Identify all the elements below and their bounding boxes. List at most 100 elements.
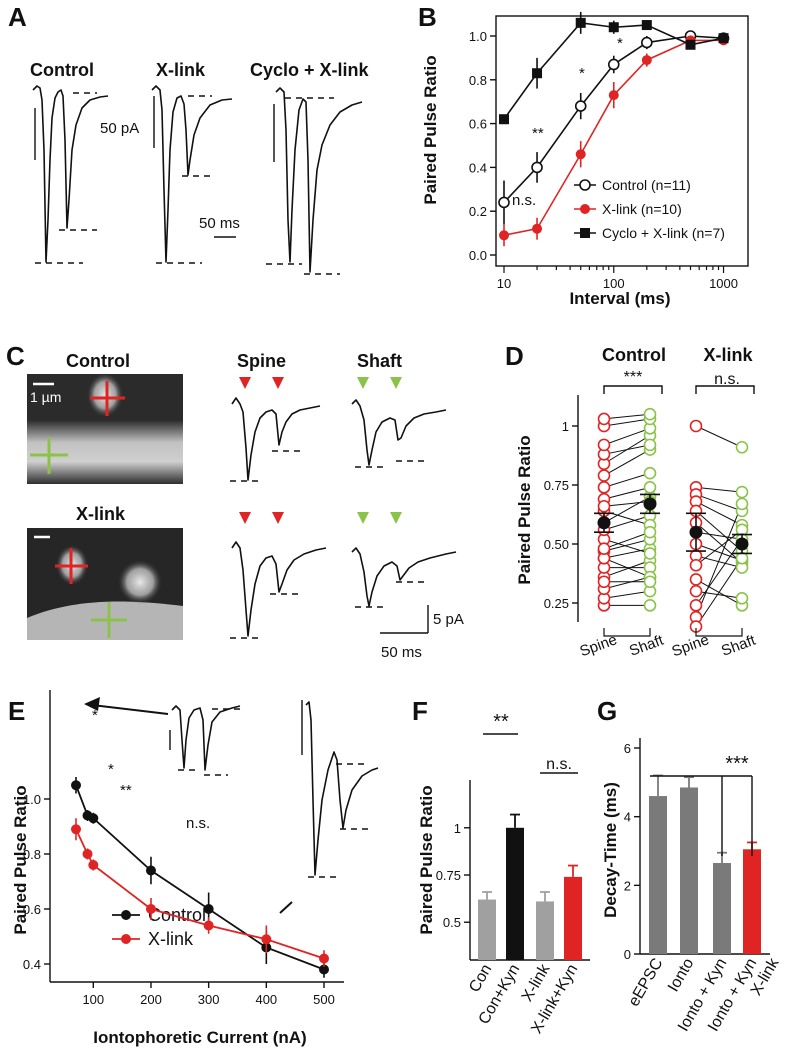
panel-b-point — [575, 149, 586, 160]
panel-d-pair-line — [695, 522, 743, 564]
panel-e-arrow — [91, 704, 169, 715]
panel-a-xlink-trace — [151, 85, 233, 263]
panel-f-ylabel: Paired Pulse Ratio — [417, 785, 436, 934]
panel-e-legend-xlink: X-link — [148, 929, 194, 949]
panel-g-xlabel: eEPSC — [626, 956, 667, 1010]
panel-c-control-shaft-trace — [351, 399, 447, 466]
panel-d-pair-line — [695, 486, 743, 493]
panel-d-title-xlink: X-link — [703, 345, 753, 365]
panel-d-pair-line — [695, 503, 743, 618]
panel-b-xtick-label: 10 — [497, 276, 511, 291]
panel-c-stim-arrow — [239, 512, 251, 524]
panel-a-xlink-label: X-link — [156, 60, 206, 80]
panel-b-annotation: * — [579, 65, 585, 82]
panel-e-point — [261, 934, 272, 945]
panel-g: G Decay-Time (ms) 0246***eEPSCIontoIonto… — [597, 696, 783, 1034]
panel-d-pair-line — [603, 531, 651, 550]
panel-b-point — [641, 55, 652, 66]
panel-e-ylabel: Paired Pulse Ratio — [11, 785, 30, 934]
panel-d-shaft-point — [735, 497, 749, 511]
panel-b-ytick-label: 0.8 — [469, 73, 487, 88]
panel-b-point — [641, 36, 653, 49]
panel-e-annotation: ** — [120, 782, 132, 799]
panel-b-point — [531, 161, 543, 174]
panel-c: C Control X-link 1 µm Spine — [6, 341, 464, 661]
panel-b-point — [685, 39, 696, 50]
panel-c-xlink-spine-trace — [231, 541, 327, 637]
panel-e: E Paired Pulse Ratio Iontophoretic Curre… — [8, 690, 379, 1047]
panel-e-ytick-label: 0.8 — [23, 847, 41, 862]
panel-c-letter: C — [6, 341, 25, 371]
panel-b: B Paired Pulse Ratio Interval (ms) Contr… — [418, 2, 749, 308]
panel-a-control-trace — [32, 85, 109, 263]
panel-b-point — [499, 114, 509, 125]
panel-e-point — [319, 953, 329, 964]
panel-f: F Paired Pulse Ratio 0.50.751**n.s.ConCo… — [412, 696, 590, 1037]
panel-d-pair-line — [603, 557, 651, 578]
panel-e-arrow-head — [84, 697, 100, 711]
panel-d-spine-point — [597, 438, 611, 452]
panel-c-shaft-label: Shaft — [357, 351, 402, 371]
panel-d-spine-point — [689, 584, 703, 598]
panel-e-point — [203, 920, 214, 931]
panel-c-scalebar-label: 1 µm — [30, 389, 61, 405]
panel-b-point — [607, 58, 620, 71]
panel-c-stim-arrow — [272, 377, 284, 389]
panel-d-pair-line — [603, 501, 651, 507]
panel-b-ytick-label: 0.4 — [469, 160, 487, 175]
panel-d-ytick-label: 1 — [562, 419, 569, 434]
panel-b-point — [499, 230, 509, 241]
panel-f-ytick-label: 1 — [454, 821, 461, 836]
panel-e-ytick-label: 0.4 — [23, 957, 41, 972]
panel-d-shaft-point — [643, 481, 657, 494]
panel-e-point — [71, 824, 81, 835]
panel-g-bar — [680, 787, 698, 954]
panel-f-bar — [478, 899, 496, 960]
panel-a-cyclo-label: Cyclo + X-link — [250, 60, 370, 80]
panel-d-sig-xlink: n.s. — [714, 371, 740, 388]
panel-c-stim-arrow — [357, 512, 369, 524]
panel-d-pair-line — [603, 496, 651, 524]
panel-d-pair-line — [603, 486, 651, 500]
panel-e-annotation: n.s. — [186, 815, 210, 832]
panel-b-frame — [495, 15, 749, 267]
panel-d-shaft-point — [735, 591, 749, 605]
panel-e-legend-marker — [121, 910, 131, 920]
panel-d-pair-line — [603, 444, 651, 455]
panel-d-pair-line — [603, 576, 651, 590]
panel-c-control-spine-trace — [231, 397, 321, 481]
panel-d-spine-point — [689, 558, 703, 572]
panel-d-spine-point — [597, 542, 611, 556]
panel-d-pair-line — [603, 538, 651, 554]
panel-d-sig-bracket — [603, 385, 663, 394]
panel-b-point — [574, 100, 587, 112]
panel-d-pair-line — [603, 427, 651, 446]
panel-b-legend-xlink: X-link (n=10) — [602, 201, 682, 217]
panel-f-bar — [506, 827, 524, 960]
panel-b-ylabel: Paired Pulse Ratio — [421, 55, 440, 204]
panel-d-pair-line — [695, 538, 743, 606]
panel-d-ytick-label: 0.50 — [544, 537, 569, 552]
panel-c-spine-label: Spine — [237, 351, 286, 371]
panel-c-stim-arrow — [390, 377, 402, 389]
panel-e-annotation: * — [92, 707, 98, 724]
panel-d-mean-point — [689, 525, 703, 539]
panel-b-ytick-label: 0.0 — [469, 248, 487, 263]
panel-d-pair-line — [603, 472, 651, 488]
panel-d-group-bracket — [695, 628, 743, 637]
panel-b-point — [532, 68, 543, 79]
panel-g-letter: G — [597, 696, 617, 726]
panel-g-xlabel: Ionto — [665, 955, 698, 994]
panel-a: A Control X-link Cyclo + X-link 50 pA 50… — [8, 2, 370, 275]
panel-d-pair-line — [695, 510, 743, 552]
panel-d-sig-bracket — [695, 385, 755, 394]
panel-b-point — [498, 196, 510, 209]
panel-b-annotation: n.s. — [512, 192, 536, 209]
panel-f-sig-label: n.s. — [546, 756, 572, 773]
panel-g-ytick-label: 2 — [624, 878, 631, 893]
panel-g-ytick-label: 0 — [624, 947, 631, 962]
panel-g-bar — [713, 863, 731, 954]
panel-a-scale-x-label: 50 ms — [199, 215, 240, 232]
panel-e-legend-marker — [121, 934, 131, 944]
panel-d-spine-point — [597, 481, 611, 494]
